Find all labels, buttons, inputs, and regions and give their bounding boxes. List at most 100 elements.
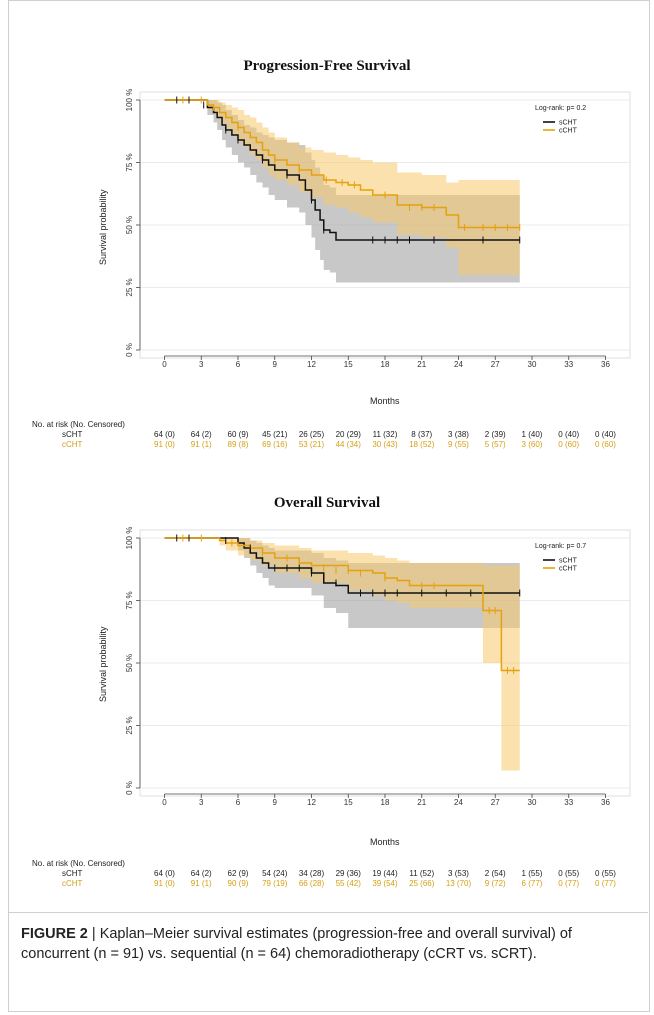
pfs-risk-cell-scht: 3 (38) — [448, 430, 469, 439]
pfs-risk-cell-ccht: 3 (60) — [521, 440, 543, 449]
os-risk-cell-scht: 0 (55) — [595, 869, 616, 878]
pfs-xtick-label: 6 — [236, 360, 241, 369]
os-risk-cell-scht: 3 (53) — [448, 869, 469, 878]
os-ylabel: Survival probability — [98, 626, 108, 702]
os-xtick-label: 30 — [528, 798, 537, 807]
os-risk-cell-ccht: 0 (77) — [595, 879, 616, 888]
os-plot: 0 %25 %50 %75 %100 %0 3 6 9 12 15 18 21 24 27 30 33… — [125, 527, 631, 807]
caption-label: FIGURE 2 — [21, 926, 88, 942]
pfs-xtick-label: 0 — [162, 360, 167, 369]
pfs-risk-cell-scht: 64 (0) — [154, 430, 175, 439]
pfs-risk-cell-ccht: 0 (60) — [558, 440, 580, 449]
pfs-risk-header: No. at risk (No. Censored) — [32, 420, 125, 429]
os-risk-cell-ccht: 9 (72) — [484, 879, 506, 888]
os-risk-cell-scht: 64 (0) — [154, 869, 175, 878]
os-xtick-label: 9 — [273, 798, 278, 807]
pfs-risk-cell-scht: 11 (32) — [372, 430, 398, 439]
pfs-xtick-label: 27 — [491, 360, 500, 369]
os-risk-cell-ccht: 66 (28) — [298, 879, 325, 888]
pfs-risk-cell-ccht: 30 (43) — [372, 440, 398, 449]
os-curve-scht — [164, 537, 520, 594]
pfs-risk-cell-scht: 20 (29) — [335, 430, 361, 439]
os-xtick-label: 18 — [381, 798, 390, 807]
pfs-xtick-label: 9 — [273, 360, 278, 369]
pfs-risk-cell-scht: 8 (37) — [411, 430, 433, 439]
os-xtick-label: 33 — [564, 798, 573, 807]
pfs-xlabel: Months — [370, 396, 400, 406]
os-risk-cell-scht: 34 (28) — [298, 869, 325, 878]
os-ci-band-ccht — [164, 538, 520, 771]
os-ytick-label: 25 % — [125, 716, 134, 734]
os-risk-cell-scht: 2 (54) — [484, 869, 506, 878]
pfs-xtick-label: 21 — [417, 360, 426, 369]
os-ytick-label: 0 % — [125, 781, 134, 795]
pfs-xtick-label: 12 — [307, 360, 316, 369]
os-risk-cell-ccht: 0 (77) — [558, 879, 580, 888]
pfs-xtick-label: 24 — [454, 360, 463, 369]
os-xtick-label: 15 — [344, 798, 353, 807]
pfs-risk-cell-scht: 26 (25) — [298, 430, 325, 439]
figure-caption: FIGURE 2 | Kaplan–Meier survival estimat… — [21, 924, 633, 964]
os-risk-label-ccht: cCHT — [62, 879, 83, 888]
os-xtick-label: 12 — [307, 798, 316, 807]
pfs-ytick-label: 100 % — [125, 89, 134, 112]
pfs-risk-cell-ccht: 91 (0) — [154, 440, 175, 449]
os-ytick-label: 100 % — [125, 527, 134, 550]
pfs-risk-cell-ccht: 69 (16) — [262, 440, 288, 449]
os-risk-cell-ccht: 6 (77) — [521, 879, 543, 888]
os-risk-cell-ccht: 39 (54) — [372, 879, 398, 888]
os-risk-cell-scht: 29 (36) — [335, 869, 361, 878]
os-risk-cell-ccht: 13 (70) — [445, 879, 472, 888]
os-risk-cell-scht: 19 (44) — [372, 869, 398, 878]
pfs-legend-label-scht: sCHT — [559, 120, 578, 127]
os-logrank: Log-rank: p= 0.7 — [535, 543, 586, 550]
pfs-ytick-label: 25 % — [125, 278, 134, 296]
os-risk-cell-ccht: 90 (9) — [227, 879, 249, 888]
pfs-xtick-label: 30 — [528, 360, 537, 369]
os-xtick-label: 0 — [162, 798, 167, 807]
pfs-risk-label-scht: sCHT — [62, 430, 83, 439]
pfs-risk-cell-ccht: 91 (1) — [190, 440, 212, 449]
pfs-risk-cell-scht: 1 (40) — [521, 430, 543, 439]
pfs-risk-cell-scht: 64 (2) — [190, 430, 212, 439]
pfs-ytick-label: 0 % — [125, 343, 134, 357]
os-risk-cell-ccht: 79 (19) — [262, 879, 288, 888]
pfs-risk-cell-ccht: 0 (60) — [595, 440, 616, 449]
pfs-logrank: Log-rank: p= 0.2 — [535, 105, 586, 112]
pfs-title: Progression-Free Survival — [243, 58, 411, 74]
os-risk-cell-scht: 64 (2) — [190, 869, 212, 878]
pfs-xtick-label: 36 — [601, 360, 610, 369]
pfs-plot: 0 %25 %50 %75 %100 %0 3 6 9 12 15 18 21 24 27 30 33… — [125, 89, 631, 369]
os-xtick-label: 3 — [199, 798, 204, 807]
os-xtick-label: 27 — [491, 798, 500, 807]
pfs-risk-cell-scht: 0 (40) — [595, 430, 616, 439]
os-xlabel: Months — [370, 837, 400, 847]
pfs-xtick-label: 3 — [199, 360, 204, 369]
pfs-risk-label-ccht: cCHT — [62, 440, 83, 449]
os-risk-header: No. at risk (No. Censored) — [32, 859, 125, 868]
pfs-risk-cell-ccht: 89 (8) — [227, 440, 249, 449]
os-risk-cell-ccht: 91 (0) — [154, 879, 175, 888]
os-xtick-label: 6 — [236, 798, 241, 807]
os-risk-cell-scht: 54 (24) — [262, 869, 288, 878]
pfs-ytick-label: 75 % — [125, 153, 134, 171]
pfs-risk-cell-scht: 45 (21) — [262, 430, 288, 439]
pfs-risk-cell-scht: 60 (9) — [227, 430, 249, 439]
os-xtick-label: 24 — [454, 798, 463, 807]
pfs-risk-cell-ccht: 5 (57) — [484, 440, 506, 449]
pfs-risk-cell-ccht: 18 (52) — [409, 440, 435, 449]
pfs-ylabel: Survival probability — [98, 189, 108, 265]
os-risk-cell-scht: 62 (9) — [227, 869, 249, 878]
pfs-xtick-label: 33 — [564, 360, 573, 369]
os-risk-cell-ccht: 91 (1) — [190, 879, 212, 888]
pfs-risk-cell-ccht: 53 (21) — [298, 440, 325, 449]
pfs-xtick-label: 15 — [344, 360, 353, 369]
os-risk-cell-scht: 1 (55) — [521, 869, 543, 878]
caption-text: | Kaplan–Meier survival estimates (progr… — [21, 926, 572, 962]
os-risk-cell-ccht: 55 (42) — [335, 879, 361, 888]
caption-divider — [8, 912, 648, 913]
os-ytick-label: 50 % — [125, 654, 134, 672]
os-risk-label-scht: sCHT — [62, 869, 83, 878]
os-risk-cell-ccht: 25 (66) — [409, 879, 435, 888]
os-title: Overall Survival — [273, 495, 381, 511]
